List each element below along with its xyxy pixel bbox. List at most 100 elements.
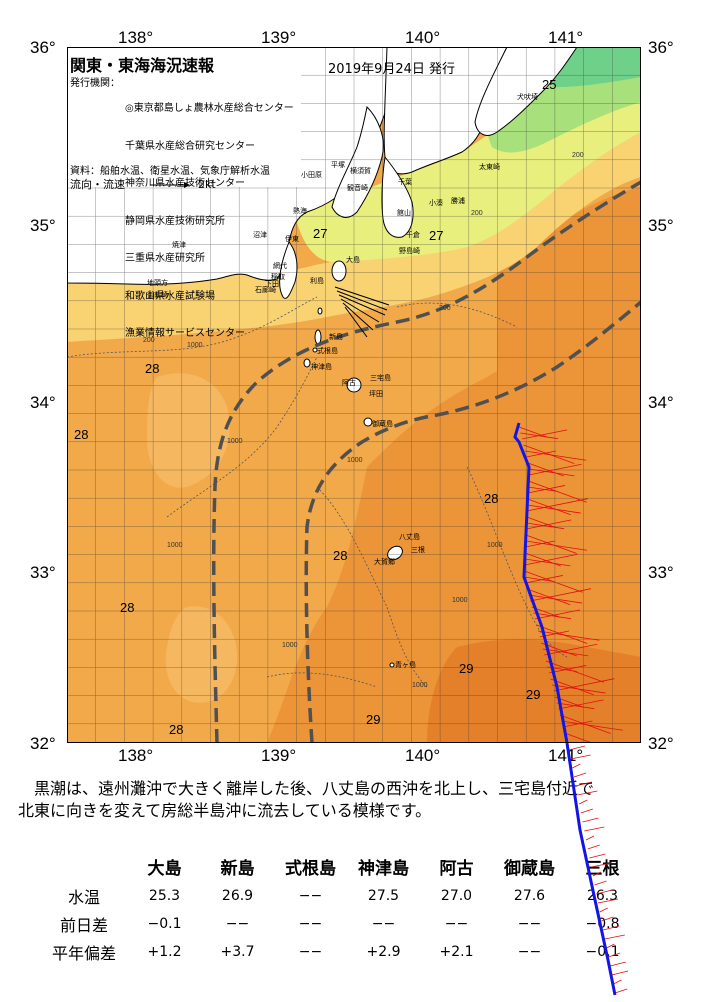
temp-label: 28 xyxy=(120,600,134,615)
island-oshima xyxy=(331,260,347,282)
institution: 和歌山県水産試験場 xyxy=(125,290,215,302)
place-label: 沼津 xyxy=(253,230,267,239)
place-label: 三根 xyxy=(411,545,425,554)
current-vector xyxy=(525,575,563,584)
lat-label-right-33: 33° xyxy=(648,563,674,582)
place-label: 式根島 xyxy=(317,346,338,355)
ship-track-extension xyxy=(565,742,629,996)
place-label: 青ヶ島 xyxy=(395,660,416,669)
table-cell: −0.1 xyxy=(147,916,182,932)
island-niijima xyxy=(314,329,322,345)
current-vector xyxy=(525,534,577,554)
depth-label: 1000 xyxy=(167,542,183,549)
column-header: 三根 xyxy=(585,858,620,879)
island-kozushima xyxy=(303,358,311,368)
table-cell: 25.3 xyxy=(148,888,181,904)
sea-zone-29-east-band xyxy=(497,187,641,397)
table-cell: +1.2 xyxy=(147,944,182,960)
column-header: 阿古 xyxy=(439,858,474,879)
current-vector xyxy=(603,925,620,931)
place-label: 太東崎 xyxy=(479,162,500,171)
institution: 静岡県水産技術研究所 xyxy=(125,215,225,227)
depth-label: 1000 xyxy=(487,542,503,549)
map-frame xyxy=(67,47,641,743)
lon-label-top-138: 138° xyxy=(118,28,154,47)
depth-label: 1000 xyxy=(227,438,243,445)
place-label: 横須賀 xyxy=(350,166,371,175)
table-cell: +2.1 xyxy=(439,944,474,960)
depth-label: 200 xyxy=(471,210,483,217)
lat-label-right-32: 32° xyxy=(648,734,674,753)
current-vector xyxy=(552,684,606,694)
place-label: 伊東 xyxy=(285,234,299,243)
land-boso-south xyxy=(381,155,414,238)
current-vector xyxy=(568,745,585,751)
summary-line: 黒潮は、遠州灘沖で大きく離岸した後、八丈島の西沖を北上し、三宅島付近で xyxy=(34,779,595,798)
ship-track xyxy=(513,422,569,743)
table-cell: −− xyxy=(298,916,323,932)
current-vector xyxy=(528,594,583,604)
depth-label: 200 xyxy=(439,305,451,312)
page-title: 関東・東海海況速報 xyxy=(70,56,215,75)
place-label: 大賀郷 xyxy=(374,557,395,566)
institution: 三重県水産研究所 xyxy=(125,253,205,264)
current-vector xyxy=(523,576,554,582)
temp-label: 29 xyxy=(459,661,473,676)
table-cell: −− xyxy=(298,888,323,904)
lat-label-right-36: 36° xyxy=(648,38,674,57)
place-label: 新島 xyxy=(329,332,343,341)
temp-label: 27 xyxy=(313,226,327,241)
table-cell: −− xyxy=(225,916,250,932)
lon-label-top-139: 139° xyxy=(261,28,297,47)
sea-zone-29-southeast xyxy=(427,639,641,743)
current-vector xyxy=(524,450,587,461)
row-label: 平年偏差 xyxy=(51,944,116,963)
current-vector xyxy=(587,844,600,850)
current-vector xyxy=(534,609,581,620)
sea-zone-28-pocket-south xyxy=(165,606,237,703)
flow-legend-label: 流向・流速 xyxy=(70,178,125,191)
depth-contours xyxy=(67,296,568,688)
current-vector xyxy=(526,450,556,458)
place-label: 千倉 xyxy=(406,230,420,239)
current-vector xyxy=(526,516,556,528)
current-vector xyxy=(564,732,594,743)
table-cell: −− xyxy=(298,944,323,960)
current-vector xyxy=(527,462,564,477)
place-label: 熱海 xyxy=(293,206,307,215)
place-label: 下田 xyxy=(265,280,279,288)
lat-label-left-36: 36° xyxy=(30,38,56,57)
lon-label-top-140: 140° xyxy=(405,28,441,47)
current-vector xyxy=(585,835,595,841)
temp-label: 28 xyxy=(169,722,183,737)
depth-label: 1000 xyxy=(282,642,298,649)
table-corner xyxy=(40,850,128,882)
table-cell: −− xyxy=(517,944,542,960)
observation-table: 大島 新島 式根島 神津島 阿古 御蔵島 三根 水温 25.3 26.9 −− … xyxy=(40,850,639,966)
flow-legend-unit: 2kt xyxy=(198,178,216,191)
current-vector xyxy=(530,588,592,602)
place-label: 阿古 xyxy=(342,378,356,387)
place-label: 坪田 xyxy=(369,390,383,398)
lat-label-left-32: 32° xyxy=(30,734,56,753)
place-label: 三宅島 xyxy=(370,373,391,382)
column-header: 新島 xyxy=(220,858,255,879)
current-vector xyxy=(528,463,582,476)
place-label: 小湊 xyxy=(429,198,443,207)
place-label: 野島崎 xyxy=(399,246,420,255)
current-vector xyxy=(526,522,565,530)
place-label: 石廊崎 xyxy=(255,285,276,294)
island-aogashima xyxy=(389,662,395,668)
table-cell: −− xyxy=(517,916,542,932)
current-vector xyxy=(614,988,628,994)
current-vector xyxy=(548,665,587,674)
place-label: 神津島 xyxy=(311,362,332,371)
current-vector xyxy=(597,898,619,904)
place-label: 平塚 xyxy=(331,160,345,169)
column-header: 式根島 xyxy=(285,858,336,879)
current-vector xyxy=(518,426,548,438)
current-vector xyxy=(545,660,605,683)
temp-label: 28 xyxy=(333,548,347,563)
temp-label: 28 xyxy=(484,491,498,506)
current-vector xyxy=(582,817,599,823)
